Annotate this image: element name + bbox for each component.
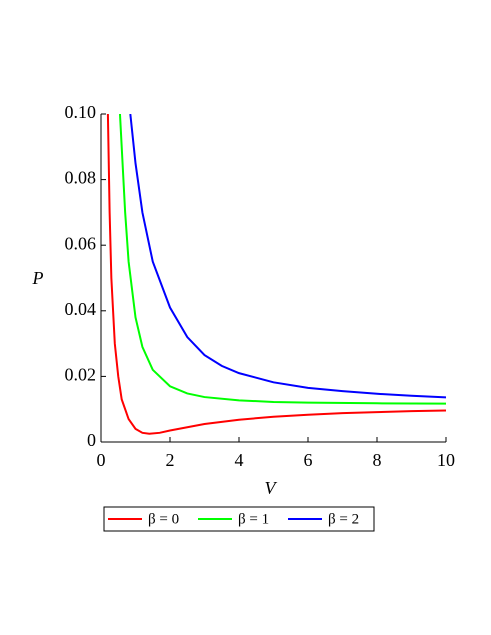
x-tick-label: 0: [97, 450, 106, 470]
y-axis-label: P: [32, 268, 44, 288]
y-tick-label: 0.10: [65, 102, 97, 122]
legend-label: β = 1: [238, 511, 269, 527]
series-line: [106, 114, 446, 435]
y-tick-label: 0.08: [65, 168, 97, 188]
legend-label: β = 2: [328, 511, 359, 527]
x-tick-label: 4: [235, 450, 244, 470]
x-tick-label: 8: [373, 450, 382, 470]
x-tick-label: 6: [304, 450, 313, 470]
x-tick-label: 2: [166, 450, 175, 470]
series-line: [129, 114, 446, 399]
legend-label: β = 0: [148, 511, 179, 527]
y-tick-label: 0.06: [65, 233, 97, 253]
y-tick-label: 0: [87, 430, 96, 450]
series-line: [118, 114, 446, 405]
y-tick-label: 0.04: [65, 299, 97, 319]
x-tick-label: 10: [437, 450, 455, 470]
x-axis-label: V: [265, 478, 278, 498]
legend-box: [103, 506, 375, 532]
y-tick-label: 0.02: [65, 365, 97, 385]
